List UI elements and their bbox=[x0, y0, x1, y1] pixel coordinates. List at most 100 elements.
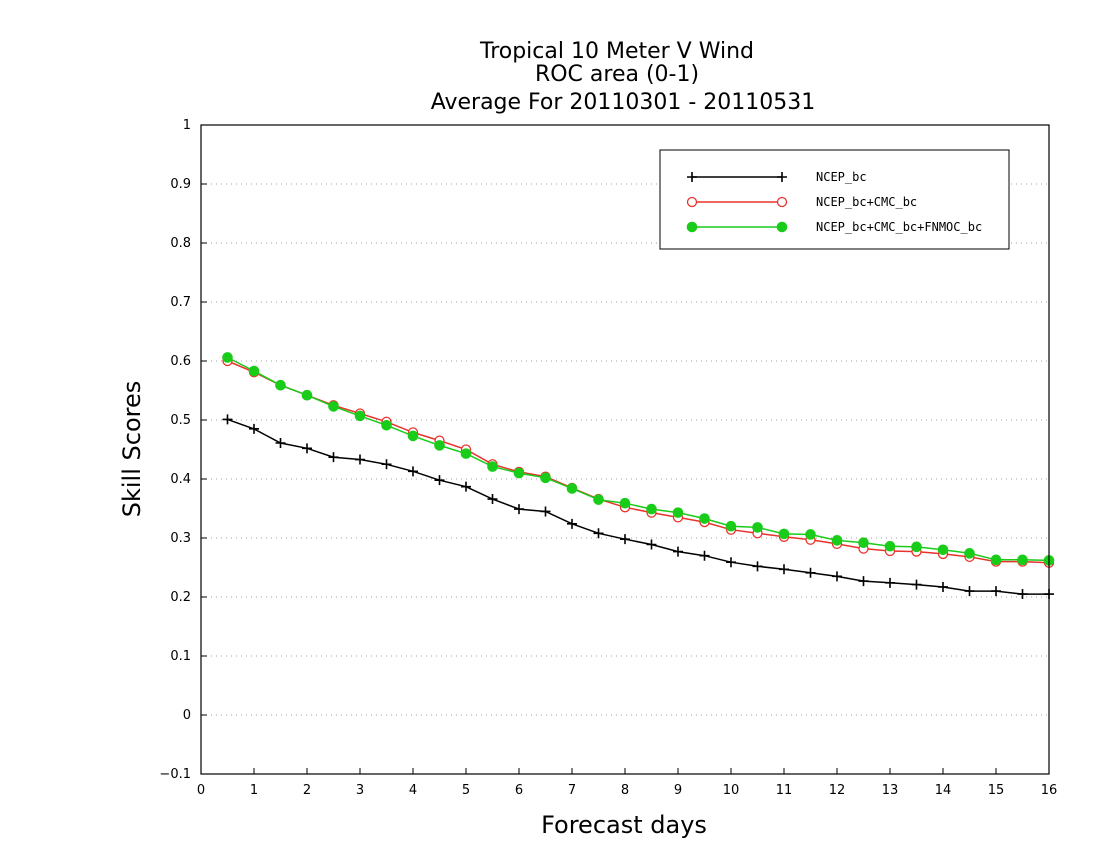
data-series bbox=[222, 352, 1055, 600]
data-point bbox=[567, 518, 577, 529]
legend-marker bbox=[686, 196, 698, 208]
legend-marker bbox=[687, 172, 697, 182]
data-point bbox=[673, 546, 683, 557]
legend-entry-2: NCEP_bc+CMC_bc bbox=[686, 195, 917, 209]
x-tick-label: 16 bbox=[1041, 783, 1058, 798]
data-point bbox=[699, 550, 710, 561]
y-tick-label: 0 bbox=[183, 708, 191, 723]
data-point bbox=[1017, 554, 1028, 566]
data-point bbox=[884, 540, 896, 552]
x-tick-label: 12 bbox=[829, 783, 846, 798]
data-point bbox=[831, 535, 843, 546]
legend-label: NCEP_bc bbox=[816, 170, 867, 184]
data-point bbox=[461, 481, 471, 492]
y-tick-label: 1 bbox=[183, 118, 191, 133]
y-tick-label: 0.1 bbox=[170, 649, 191, 664]
y-axis-label: Skill Scores bbox=[118, 381, 146, 518]
data-point bbox=[964, 586, 975, 597]
title-line-3: Average For 20110301 - 20110531 bbox=[431, 90, 816, 115]
x-tick-label: 6 bbox=[515, 783, 523, 798]
data-point bbox=[540, 472, 551, 484]
series-3 bbox=[222, 352, 1055, 566]
data-point bbox=[249, 423, 259, 434]
data-point bbox=[725, 520, 737, 532]
y-tick-label: 0.2 bbox=[170, 590, 191, 605]
data-point bbox=[646, 503, 657, 515]
y-tick-label: 0.8 bbox=[170, 236, 191, 251]
x-axis-label: Forecast days bbox=[541, 811, 707, 839]
gridlines bbox=[201, 183, 1049, 716]
data-point bbox=[619, 497, 631, 509]
data-point bbox=[778, 528, 790, 540]
y-tick-label: 0.6 bbox=[170, 354, 191, 369]
data-point bbox=[566, 483, 578, 494]
data-point bbox=[222, 414, 233, 425]
legend-box bbox=[659, 149, 1010, 250]
data-point bbox=[620, 534, 630, 545]
data-point bbox=[1017, 589, 1028, 600]
legend-marker bbox=[776, 221, 788, 233]
x-tick-label: 4 bbox=[409, 783, 417, 798]
plot-area-frame bbox=[200, 124, 1050, 775]
data-point bbox=[858, 537, 869, 549]
x-tick-label: 0 bbox=[197, 783, 205, 798]
x-tick-label: 14 bbox=[935, 783, 952, 798]
x-tick-label: 15 bbox=[988, 783, 1005, 798]
axis-ticks: −0.100.10.20.30.40.50.60.70.80.910 1 2 3 4 5 6… bbox=[159, 118, 1057, 798]
data-point bbox=[937, 544, 949, 556]
data-point bbox=[832, 571, 842, 582]
x-tick-label: 11 bbox=[776, 783, 793, 798]
data-point bbox=[752, 522, 763, 533]
data-point bbox=[302, 443, 312, 454]
data-point bbox=[328, 401, 339, 412]
y-tick-label: 0.4 bbox=[170, 472, 191, 487]
data-point bbox=[593, 528, 604, 539]
y-tick-label: −0.1 bbox=[159, 767, 191, 782]
data-point bbox=[540, 506, 551, 517]
x-tick-label: 13 bbox=[882, 783, 899, 798]
data-point bbox=[434, 440, 445, 451]
x-tick-label: 7 bbox=[568, 783, 576, 798]
data-point bbox=[248, 365, 260, 377]
data-point bbox=[328, 452, 339, 463]
data-point bbox=[355, 454, 365, 465]
data-point bbox=[222, 352, 233, 363]
data-point bbox=[699, 513, 710, 524]
x-tick-label: 10 bbox=[723, 783, 740, 798]
data-point bbox=[514, 504, 524, 515]
y-tick-label: 0.3 bbox=[170, 531, 191, 546]
data-point bbox=[858, 576, 869, 587]
legend-entry-1: NCEP_bc bbox=[687, 170, 867, 184]
data-point bbox=[275, 438, 286, 449]
data-point bbox=[805, 567, 816, 578]
data-point bbox=[938, 581, 948, 592]
series-2 bbox=[222, 355, 1055, 568]
data-point bbox=[408, 466, 418, 477]
data-point bbox=[752, 561, 763, 572]
data-point bbox=[301, 389, 313, 401]
data-point bbox=[911, 579, 922, 590]
data-point bbox=[513, 467, 525, 479]
data-point bbox=[381, 420, 392, 431]
data-point bbox=[434, 475, 445, 486]
title-line-1: Tropical 10 Meter V Wind bbox=[479, 39, 754, 64]
legend-marker bbox=[777, 172, 787, 182]
x-tick-label: 3 bbox=[356, 783, 364, 798]
data-point bbox=[805, 529, 816, 540]
series-line bbox=[227, 360, 1050, 564]
y-tick-label: 0.9 bbox=[170, 177, 191, 192]
title-line-2: ROC area (0-1) bbox=[535, 62, 699, 87]
legend-label: NCEP_bc+CMC_bc+FNMOC_bc bbox=[816, 220, 982, 234]
data-point bbox=[407, 430, 419, 442]
data-point bbox=[990, 554, 1002, 566]
x-tick-label: 1 bbox=[250, 783, 258, 798]
legend-label: NCEP_bc+CMC_bc bbox=[816, 195, 917, 209]
legend-marker bbox=[686, 221, 698, 233]
data-point bbox=[275, 379, 286, 391]
x-tick-label: 8 bbox=[621, 783, 629, 798]
x-tick-label: 9 bbox=[674, 783, 682, 798]
legend-entries: NCEP_bc NCEP_bc+CMC_bc NCEP_bc+CMC_bc+FNMO… bbox=[686, 170, 982, 234]
data-point bbox=[885, 577, 895, 588]
chart-title: Tropical 10 Meter V Wind ROC area (0-1) … bbox=[431, 39, 816, 115]
